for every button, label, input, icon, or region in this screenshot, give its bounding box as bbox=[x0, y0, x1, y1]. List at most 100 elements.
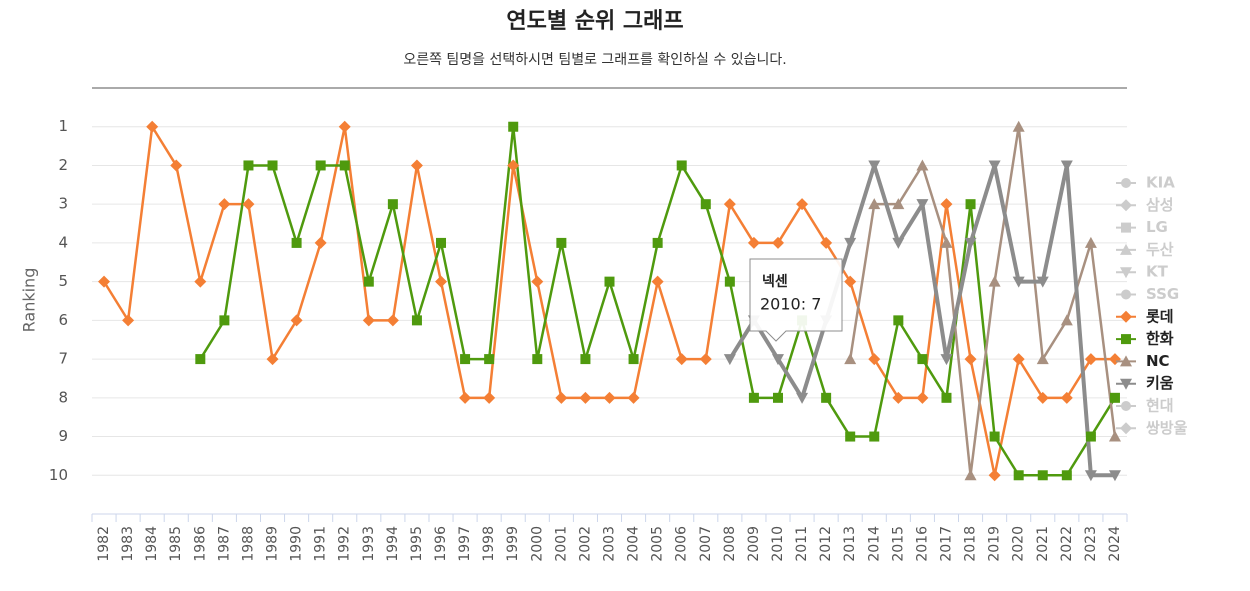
data-point bbox=[411, 315, 422, 326]
data-point bbox=[122, 314, 135, 327]
data-point bbox=[869, 431, 880, 442]
data-point bbox=[603, 391, 616, 404]
x-tick-label: 1994 bbox=[385, 526, 401, 562]
data-point bbox=[699, 353, 712, 366]
x-tick-label: 1988 bbox=[240, 526, 256, 562]
data-point bbox=[892, 391, 905, 404]
data-point bbox=[675, 353, 688, 366]
data-point bbox=[868, 160, 881, 172]
data-point bbox=[988, 469, 1001, 482]
legend-item[interactable]: 삼성 bbox=[1146, 196, 1174, 214]
y-tick-label: 7 bbox=[58, 350, 68, 368]
legend-item[interactable]: KIA bbox=[1146, 174, 1175, 192]
legend-item[interactable]: LG bbox=[1146, 218, 1168, 236]
data-point bbox=[868, 198, 881, 210]
data-point bbox=[916, 391, 929, 404]
data-point bbox=[964, 353, 977, 366]
legend-item[interactable]: KT bbox=[1146, 263, 1169, 281]
data-point bbox=[579, 391, 592, 404]
x-tick-label: 2009 bbox=[746, 526, 762, 562]
y-axis-label: Ranking bbox=[20, 268, 39, 333]
legend-item[interactable]: 현대 bbox=[1146, 397, 1174, 415]
legend-symbol bbox=[1121, 222, 1131, 233]
legend-item[interactable]: 쌍방울 bbox=[1146, 419, 1188, 437]
data-point bbox=[604, 276, 615, 287]
x-tick-label: 2001 bbox=[553, 526, 569, 562]
x-tick-label: 1995 bbox=[409, 526, 425, 562]
legend-symbol bbox=[1120, 199, 1132, 212]
data-point bbox=[410, 159, 423, 172]
legend-item[interactable]: 키움 bbox=[1146, 374, 1174, 392]
data-point bbox=[1109, 392, 1120, 403]
x-tick-label: 2023 bbox=[1083, 526, 1099, 562]
x-tick-label: 1998 bbox=[481, 526, 497, 562]
data-point bbox=[243, 160, 254, 171]
data-point bbox=[676, 160, 687, 171]
data-point bbox=[219, 315, 230, 326]
data-point bbox=[170, 159, 183, 172]
data-point bbox=[459, 391, 472, 404]
data-point bbox=[483, 391, 496, 404]
x-tick-label: 2017 bbox=[938, 526, 954, 562]
data-point bbox=[387, 199, 398, 210]
x-tick-label: 2012 bbox=[818, 526, 834, 562]
legend-symbol bbox=[1120, 243, 1132, 255]
data-point bbox=[291, 237, 302, 248]
x-tick-label: 1984 bbox=[144, 526, 160, 562]
y-tick-label: 1 bbox=[58, 117, 68, 135]
x-tick-label: 2013 bbox=[842, 526, 858, 562]
x-tick-label: 1987 bbox=[216, 526, 232, 562]
data-point bbox=[460, 354, 471, 365]
data-point bbox=[266, 353, 279, 366]
data-point bbox=[507, 159, 520, 172]
data-point bbox=[892, 198, 905, 210]
data-point bbox=[893, 315, 904, 326]
data-point bbox=[724, 276, 735, 287]
data-point bbox=[940, 198, 953, 211]
x-tick-label: 2011 bbox=[794, 526, 810, 562]
data-point bbox=[796, 392, 809, 404]
tooltip: 넥센 2010: 7 bbox=[749, 258, 843, 342]
x-tick-label: 2024 bbox=[1107, 526, 1123, 562]
x-tick-label: 2002 bbox=[577, 526, 593, 562]
data-point bbox=[820, 236, 833, 249]
x-tick-label: 2020 bbox=[1011, 526, 1027, 562]
x-tick-label: 1986 bbox=[192, 526, 208, 562]
legend-item[interactable]: NC bbox=[1146, 352, 1170, 370]
x-tick-label: 1997 bbox=[457, 526, 473, 562]
x-tick-label: 2019 bbox=[987, 526, 1003, 562]
data-point bbox=[1012, 120, 1025, 132]
data-point bbox=[290, 314, 303, 327]
data-point bbox=[652, 237, 663, 248]
legend-item[interactable]: 한화 bbox=[1146, 330, 1174, 348]
x-tick-label: 1993 bbox=[361, 526, 377, 562]
data-point bbox=[844, 237, 857, 249]
series-line bbox=[848, 125, 1117, 477]
legend-item[interactable]: SSG bbox=[1146, 285, 1179, 303]
chart-title: 연도별 순위 그래프 bbox=[506, 9, 683, 34]
data-point bbox=[747, 236, 760, 249]
data-point bbox=[1013, 470, 1024, 481]
data-point bbox=[195, 354, 206, 365]
data-point bbox=[964, 237, 977, 249]
data-point bbox=[532, 354, 543, 365]
x-tick-label: 2016 bbox=[914, 526, 930, 562]
data-point bbox=[1037, 470, 1048, 481]
data-point bbox=[363, 276, 374, 287]
data-point bbox=[531, 275, 544, 288]
tooltip-box bbox=[749, 258, 843, 342]
data-point bbox=[868, 353, 881, 366]
data-point bbox=[484, 354, 495, 365]
legend-item[interactable]: 두산 bbox=[1146, 240, 1174, 258]
data-point bbox=[315, 160, 326, 171]
x-tick-label: 2014 bbox=[866, 526, 882, 562]
legend-symbol bbox=[1121, 401, 1131, 411]
data-point bbox=[651, 275, 664, 288]
chart-subtitle: 오른쪽 팀명을 선택하시면 팀별로 그래프를 확인하실 수 있습니다. bbox=[403, 52, 786, 68]
data-point bbox=[916, 199, 929, 211]
legend-item[interactable]: 롯데 bbox=[1146, 307, 1174, 325]
x-tick-label: 2006 bbox=[674, 526, 690, 562]
data-point bbox=[556, 237, 567, 248]
data-point bbox=[1036, 276, 1049, 288]
